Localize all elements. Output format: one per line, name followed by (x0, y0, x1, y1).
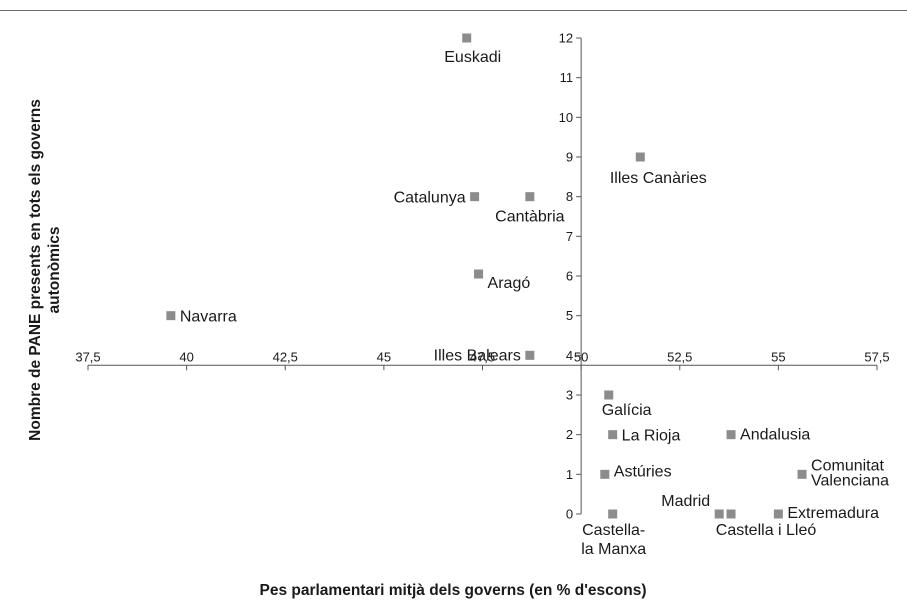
data-point-marker (600, 469, 610, 479)
y-tick-label: 10 (559, 110, 573, 125)
data-point-label-line: Comunitat (811, 457, 884, 474)
data-point-marker (773, 509, 783, 519)
data-point-label: Castella i Lleó (716, 522, 817, 539)
y-tick-label: 9 (566, 150, 573, 165)
data-point-label: La Rioja (622, 428, 681, 445)
data-point-label: Euskadi (444, 49, 501, 66)
data-point-label: Aragó (488, 275, 531, 292)
data-point-label: Cantàbria (495, 209, 564, 226)
y-tick-label: 7 (566, 229, 573, 244)
data-point-label: Illes Balears (434, 347, 521, 364)
data-point-label: Extremadura (787, 505, 879, 522)
data-point-marker (525, 350, 535, 360)
x-tick-label: 40 (179, 349, 193, 364)
y-axis-title: Nombre de PANE presents en tots els gove… (27, 99, 63, 441)
y-tick-label: 11 (560, 70, 574, 85)
y-tick-label: 0 (566, 507, 573, 522)
y-tick-label: 6 (566, 269, 573, 284)
data-point-label: Astúries (614, 463, 672, 480)
top-rule (0, 10, 907, 11)
x-tick-label: 47,5 (470, 349, 495, 364)
data-point-marker (470, 192, 480, 202)
data-point-marker (462, 33, 472, 43)
y-tick-label: 5 (566, 308, 573, 323)
data-point-label-line: la Manxa (581, 541, 646, 558)
data-point-label: Navarra (180, 309, 237, 326)
data-point-marker (797, 469, 807, 479)
data-point-label: Comunitat Valenciana (811, 457, 889, 489)
y-tick-label: 3 (566, 388, 573, 403)
x-tick-label: 45 (377, 349, 391, 364)
y-tick-label: 1 (566, 467, 573, 482)
data-point-marker (608, 509, 618, 519)
data-point-marker (474, 269, 484, 279)
data-point-marker (604, 390, 614, 400)
data-point-marker (635, 152, 645, 162)
x-tick-label: 42,5 (273, 349, 298, 364)
x-axis-title: Pes parlamentari mitjà dels governs (en … (259, 582, 646, 599)
y-axis-title-line: autonòmics (46, 227, 63, 314)
x-tick-label: 57,5 (864, 349, 889, 364)
data-point-marker (714, 509, 724, 519)
data-point-marker (525, 192, 535, 202)
data-point-label: Catalunya (394, 190, 466, 207)
data-point-label-line: Castella- (582, 522, 645, 539)
data-point-label: Galícia (602, 402, 652, 419)
x-tick-label: 37,5 (75, 349, 100, 364)
y-tick-label: 8 (566, 189, 573, 204)
y-tick-label: 12 (559, 31, 573, 46)
data-point-label: Illes Canàries (610, 170, 707, 187)
data-point-label: Madrid (661, 493, 710, 510)
data-point-label-line: Valenciana (811, 472, 889, 489)
y-tick-label: 4 (566, 348, 573, 363)
data-point-marker (166, 311, 176, 321)
y-axis-title-line: Nombre de PANE presents en tots els gove… (27, 99, 44, 441)
data-point-marker (726, 430, 736, 440)
data-point-label: Andalusia (740, 427, 810, 444)
y-tick-label: 2 (566, 427, 573, 442)
data-point-label: Castella-la Manxa (581, 522, 646, 558)
data-point-marker (608, 430, 618, 440)
x-tick-label: 52,5 (667, 349, 692, 364)
data-point-marker (726, 509, 736, 519)
x-tick-label: 55 (771, 349, 785, 364)
